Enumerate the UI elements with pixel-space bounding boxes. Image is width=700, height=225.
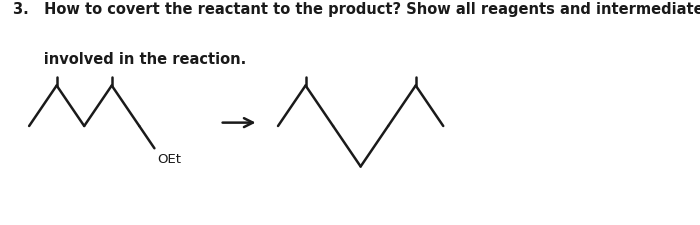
Text: involved in the reaction.: involved in the reaction. (13, 52, 246, 67)
Text: 3.   How to covert the reactant to the product? Show all reagents and intermedia: 3. How to covert the reactant to the pro… (13, 2, 700, 17)
Text: OEt: OEt (157, 153, 181, 166)
